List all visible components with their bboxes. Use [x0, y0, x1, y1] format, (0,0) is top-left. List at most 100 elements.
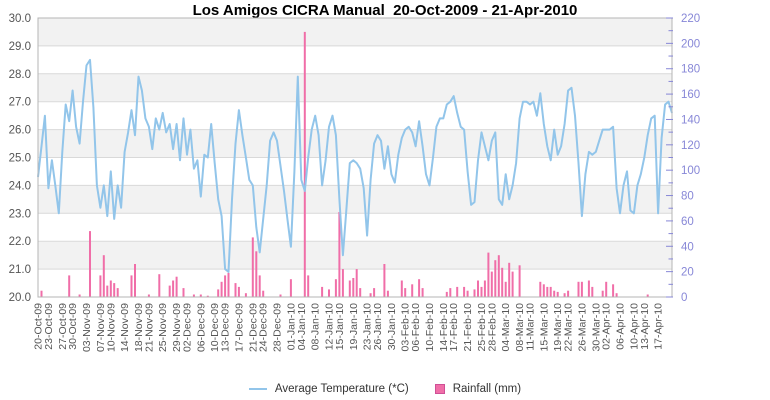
svg-text:03-Feb-10: 03-Feb-10	[400, 303, 412, 352]
rainfall-bar	[477, 280, 479, 297]
temperature-line-swatch	[248, 388, 267, 390]
rainfall-bar	[251, 237, 254, 297]
rainfall-bars	[40, 31, 649, 298]
rainfall-bar	[99, 275, 102, 297]
rainfall-bar	[237, 286, 240, 297]
rainfall-bar	[338, 212, 341, 297]
svg-text:23-Jan-10: 23-Jan-10	[362, 303, 374, 350]
rainfall-bar	[227, 272, 230, 297]
rainfall-bar	[89, 231, 91, 297]
svg-text:180: 180	[681, 64, 700, 76]
svg-text:23.0: 23.0	[9, 208, 31, 220]
rainfall-bar	[359, 288, 362, 297]
rainfall-bar	[172, 280, 175, 297]
rainfall-bar	[449, 288, 452, 297]
rainfall-bar	[106, 285, 109, 297]
chart-legend: Average Temperature (*C) Rainfall (mm)	[0, 383, 770, 395]
svg-text:220: 220	[681, 13, 700, 25]
svg-text:25.0: 25.0	[9, 153, 31, 165]
rainfall-bar	[383, 264, 386, 297]
svg-text:19-Jan-10: 19-Jan-10	[348, 303, 360, 350]
rainfall-bar	[262, 290, 265, 297]
svg-text:02-Dec-09: 02-Dec-09	[181, 303, 193, 352]
svg-text:03-Nov-09: 03-Nov-09	[81, 303, 93, 352]
rainfall-bar	[199, 294, 202, 297]
svg-text:21.0: 21.0	[9, 264, 31, 276]
svg-text:02-Apr-10: 02-Apr-10	[601, 303, 613, 350]
svg-text:20-Oct-09: 20-Oct-09	[33, 303, 45, 350]
svg-text:20.0: 20.0	[9, 292, 31, 304]
svg-text:08-Mar-10: 08-Mar-10	[514, 303, 526, 352]
rainfall-bar	[255, 251, 258, 297]
rainfall-bar	[490, 271, 493, 297]
svg-text:29-Nov-09: 29-Nov-09	[171, 303, 183, 352]
rainfall-bar	[307, 275, 310, 297]
svg-text:30-Jan-10: 30-Jan-10	[386, 303, 398, 350]
rainfall-bar	[411, 284, 414, 297]
rainfall-bar	[68, 275, 71, 297]
rainfall-bar	[445, 291, 448, 297]
legend-label-rainfall: Rainfall (mm)	[452, 383, 522, 395]
svg-text:80: 80	[681, 191, 694, 203]
left-axis-labels: 30.0 29.0 28.0 27.0 26.0 25.0 24.0 23.0 22.0 21.0…	[9, 13, 31, 304]
svg-text:10-Feb-10: 10-Feb-10	[424, 303, 436, 352]
rainfall-bar	[563, 293, 566, 297]
svg-text:15-Mar-10: 15-Mar-10	[538, 303, 550, 352]
rainfall-bar	[508, 262, 511, 297]
rainfall-bar	[113, 283, 116, 297]
rainfall-bar	[473, 289, 476, 297]
svg-text:10-Nov-09: 10-Nov-09	[105, 303, 117, 352]
rainfall-bar	[504, 281, 507, 297]
svg-text:21-Dec-09: 21-Dec-09	[247, 303, 259, 352]
rainfall-bar	[463, 286, 466, 297]
rainfall-bar	[78, 294, 81, 297]
rainfall-bar	[580, 281, 583, 297]
svg-text:06-Feb-10: 06-Feb-10	[410, 303, 422, 352]
rainfall-bar	[116, 288, 119, 297]
svg-text:100: 100	[681, 165, 700, 177]
rainfall-bar	[615, 293, 618, 297]
rainfall-bar	[355, 269, 358, 297]
svg-text:25-Nov-09: 25-Nov-09	[157, 303, 169, 352]
svg-text:160: 160	[681, 89, 700, 101]
rainfall-bar	[542, 284, 545, 297]
rainfall-bar	[109, 280, 112, 297]
svg-text:14-Nov-09: 14-Nov-09	[119, 303, 131, 352]
rainfall-bar	[567, 290, 570, 297]
svg-text:60: 60	[681, 216, 694, 228]
svg-text:17-Dec-09: 17-Dec-09	[233, 303, 245, 352]
svg-text:19-Mar-10: 19-Mar-10	[552, 303, 564, 352]
temperature-line	[37, 58, 673, 273]
rainfall-bar	[102, 255, 105, 297]
svg-text:23-Oct-09: 23-Oct-09	[43, 303, 55, 350]
rainfall-bar	[168, 285, 171, 297]
rainfall-bar	[501, 267, 504, 297]
svg-text:26-Jan-10: 26-Jan-10	[372, 303, 384, 350]
svg-text:04-Jan-10: 04-Jan-10	[296, 303, 308, 350]
rainfall-bar	[279, 294, 282, 297]
svg-text:11-Mar-10: 11-Mar-10	[524, 303, 536, 351]
svg-text:200: 200	[681, 38, 700, 50]
svg-text:04-Mar-10: 04-Mar-10	[500, 303, 512, 352]
svg-text:20: 20	[681, 267, 694, 279]
svg-text:10-Apr-10: 10-Apr-10	[628, 303, 640, 350]
rainfall-bar	[487, 252, 490, 297]
rainfall-bar	[182, 288, 185, 297]
rainfall-bar	[386, 290, 389, 297]
rainfall-bar	[605, 281, 608, 297]
svg-text:22.0: 22.0	[9, 236, 31, 248]
rainfall-bar	[220, 281, 223, 297]
svg-text:17-Apr-10: 17-Apr-10	[653, 303, 665, 350]
svg-text:15-Jan-10: 15-Jan-10	[334, 303, 346, 350]
rainfall-bar	[244, 293, 247, 297]
svg-text:01-Jan-10: 01-Jan-10	[285, 303, 297, 350]
rainfall-bar	[352, 278, 355, 297]
rainfall-bar	[421, 288, 424, 297]
rainfall-bar	[341, 269, 344, 297]
rainfall-bar	[549, 286, 552, 297]
svg-text:25-Feb-10: 25-Feb-10	[476, 303, 488, 352]
svg-text:07-Nov-09: 07-Nov-09	[95, 303, 107, 352]
svg-text:06-Apr-10: 06-Apr-10	[615, 303, 627, 350]
svg-text:28-Feb-10: 28-Feb-10	[486, 303, 498, 352]
svg-text:28-Dec-09: 28-Dec-09	[272, 303, 284, 352]
